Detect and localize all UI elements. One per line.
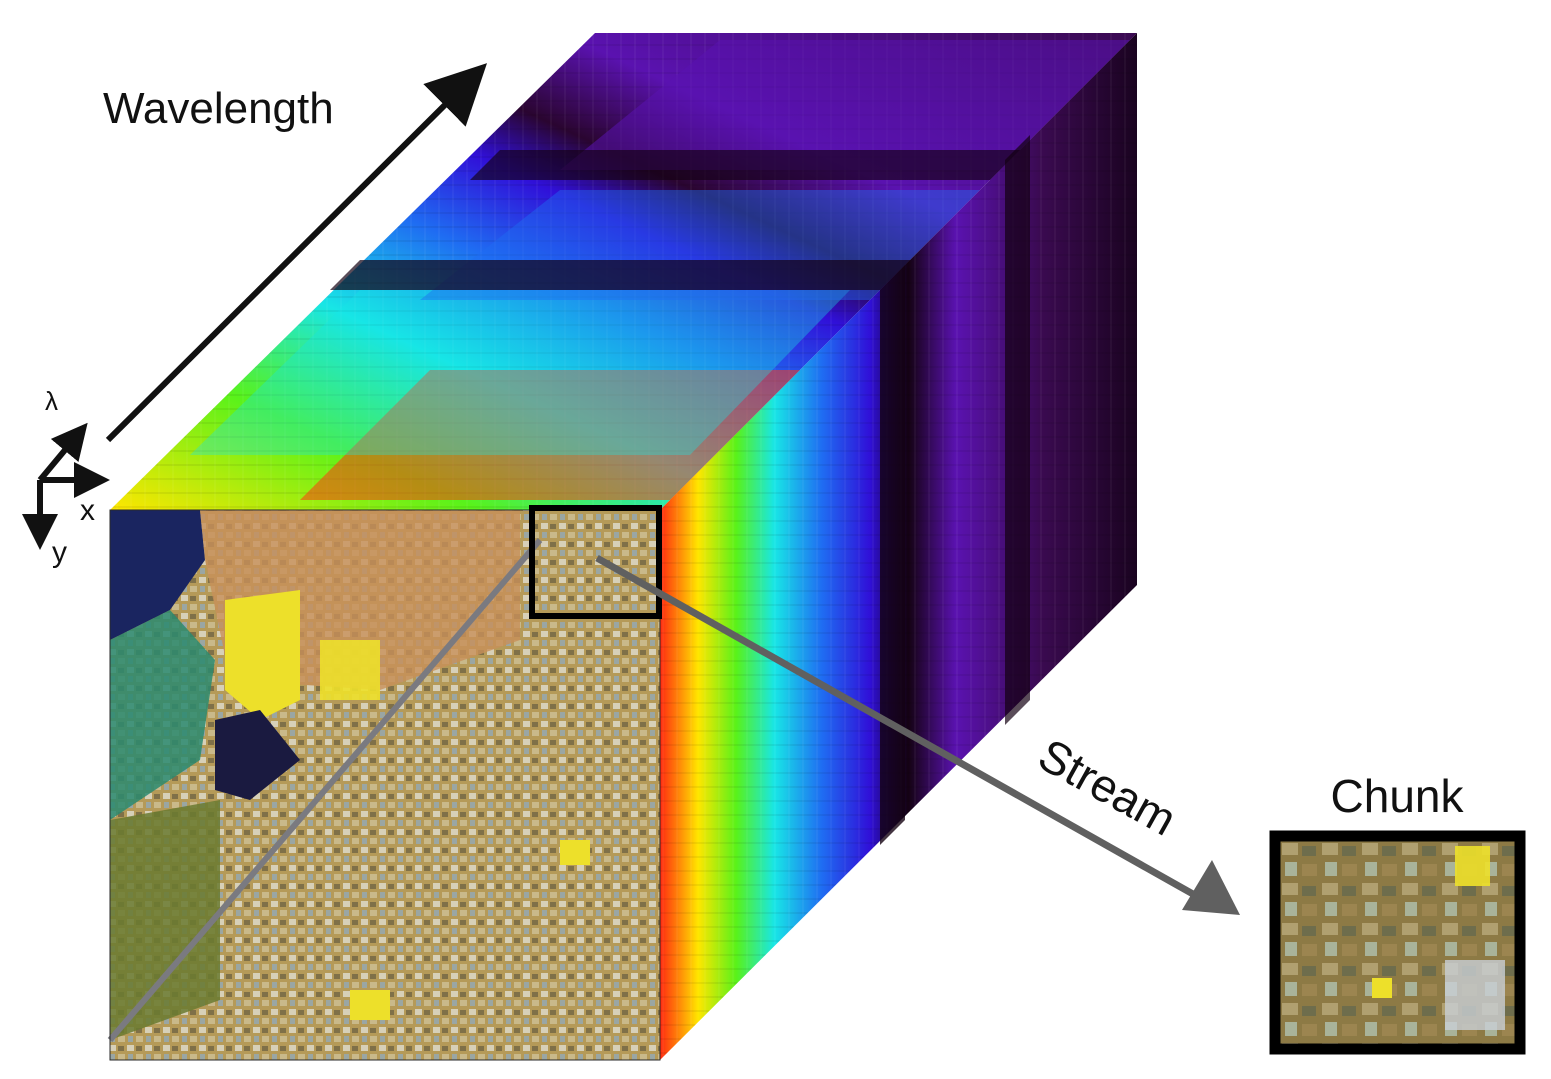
- stream-arrowhead-icon: [1182, 860, 1240, 915]
- axes-icon: [22, 422, 110, 550]
- wavelength-label: Wavelength: [103, 84, 334, 133]
- chunk-label: Chunk: [1331, 770, 1465, 822]
- chunk-zoom-panel: [1269, 830, 1526, 1055]
- axis-y-label: y: [52, 536, 67, 569]
- satellite-image-front-face: [107, 509, 661, 1061]
- chunk-selection-box: [529, 505, 662, 619]
- stream-arrow-icon: [595, 554, 1202, 902]
- axis-x-label: x: [80, 494, 95, 527]
- stream-label: Stream: [1030, 728, 1185, 845]
- axis-lambda-label: λ: [45, 386, 58, 416]
- cube-side-face: [660, 33, 1137, 1060]
- wavelength-arrow-icon: [105, 63, 488, 443]
- cube-top-face: [110, 33, 1137, 510]
